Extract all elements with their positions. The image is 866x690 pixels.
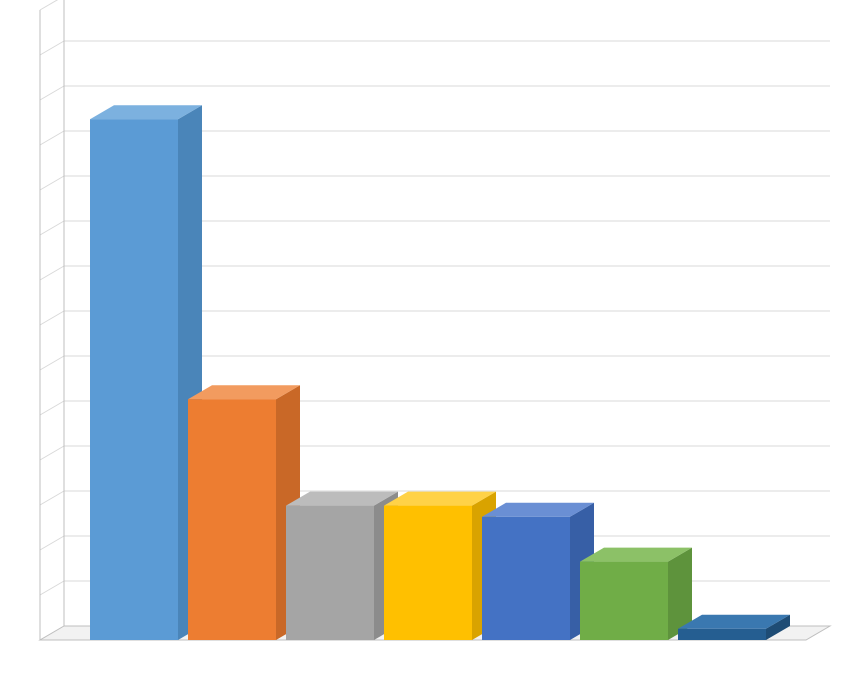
bar-chart-3d [0, 0, 866, 690]
bar-front [188, 399, 276, 640]
gridline-oblique [40, 0, 64, 10]
gridline-oblique [40, 221, 64, 235]
bar-front [384, 506, 472, 640]
gridline-oblique [40, 176, 64, 190]
gridline-oblique [40, 401, 64, 415]
bar-3d [286, 492, 398, 640]
bar-3d [90, 105, 202, 640]
bar-3d [188, 385, 300, 640]
bar-front [678, 629, 766, 640]
bar-3d [482, 503, 594, 640]
gridline-oblique [40, 131, 64, 145]
gridline-oblique [40, 491, 64, 505]
gridline-oblique [40, 41, 64, 55]
gridline-oblique [40, 536, 64, 550]
gridline-oblique [40, 86, 64, 100]
gridline-oblique [40, 311, 64, 325]
bar-3d [384, 492, 496, 640]
gridline-oblique [40, 266, 64, 280]
gridline-oblique [40, 446, 64, 460]
gridline-oblique [40, 356, 64, 370]
bar-front [482, 517, 570, 640]
gridline-oblique [40, 581, 64, 595]
bar-front [286, 506, 374, 640]
bar-3d [580, 548, 692, 640]
chart-svg [0, 0, 866, 690]
bar-front [90, 119, 178, 640]
bar-front [580, 562, 668, 640]
